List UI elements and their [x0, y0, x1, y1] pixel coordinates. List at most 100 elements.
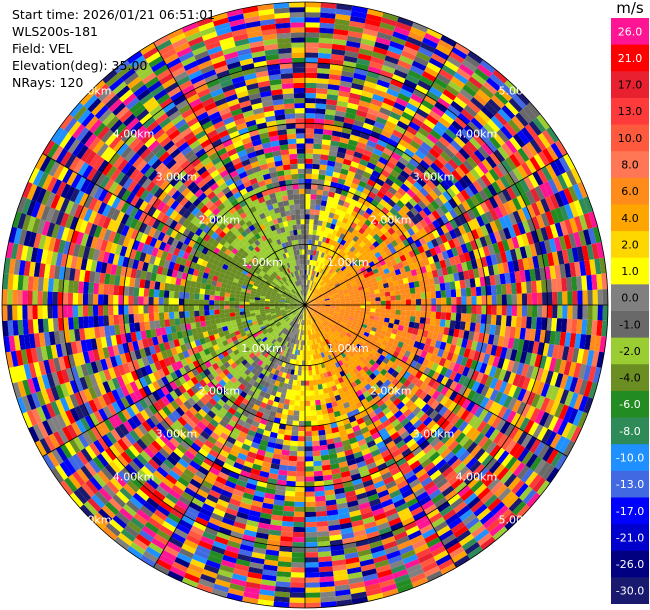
- velocity-gate: [324, 227, 330, 233]
- velocity-gate: [406, 36, 423, 47]
- velocity-gate: [434, 283, 441, 292]
- velocity-gate: [435, 207, 445, 217]
- velocity-gate: [286, 475, 296, 482]
- velocity-gate: [451, 264, 459, 274]
- velocity-gate: [373, 165, 384, 174]
- velocity-gate: [311, 281, 314, 287]
- velocity-gate: [525, 159, 537, 174]
- velocity-gate: [440, 214, 450, 225]
- velocity-gate: [350, 279, 356, 285]
- velocity-gate: [436, 73, 451, 85]
- velocity-gate: [382, 214, 391, 223]
- velocity-gate: [305, 511, 317, 518]
- velocity-gate: [326, 243, 332, 250]
- velocity-gate: [431, 82, 446, 94]
- velocity-gate: [361, 281, 368, 287]
- velocity-gate: [436, 183, 447, 194]
- velocity-gate: [550, 142, 563, 159]
- velocity-gate: [466, 305, 472, 314]
- velocity-gate: [308, 285, 312, 291]
- velocity-gate: [470, 313, 477, 323]
- velocity-gate: [305, 370, 309, 376]
- velocity-gate: [315, 199, 322, 206]
- velocity-gate: [526, 218, 536, 232]
- velocity-gate: [512, 223, 522, 237]
- velocity-gate: [451, 305, 457, 313]
- velocity-gate: [305, 27, 320, 33]
- velocity-gate: [454, 181, 465, 193]
- velocity-gate: [341, 284, 347, 289]
- velocity-gate: [307, 350, 311, 356]
- velocity-gate: [394, 290, 401, 296]
- velocity-gate: [430, 200, 440, 210]
- velocity-gate: [320, 289, 326, 294]
- velocity-gate: [314, 266, 318, 272]
- velocity-gate: [358, 180, 367, 188]
- velocity-gate: [290, 435, 299, 442]
- velocity-gate: [339, 80, 353, 88]
- velocity-gate: [317, 267, 322, 273]
- velocity-gate: [305, 295, 308, 301]
- velocity-gate: [449, 229, 458, 240]
- velocity-gate: [519, 178, 530, 193]
- velocity-gate: [376, 230, 384, 238]
- velocity-gate: [297, 370, 302, 376]
- velocity-gate: [410, 293, 416, 300]
- velocity-gate: [348, 97, 360, 105]
- velocity-gate: [418, 209, 428, 219]
- velocity-gate: [505, 156, 517, 171]
- velocity-gate: [557, 305, 563, 319]
- velocity-gate: [470, 259, 478, 270]
- velocity-gate: [592, 305, 598, 321]
- velocity-gate: [382, 182, 392, 191]
- velocity-gate: [334, 297, 340, 301]
- velocity-gate: [311, 234, 317, 241]
- velocity-gate: [540, 212, 550, 227]
- velocity-gate: [308, 239, 312, 245]
- velocity-gate: [344, 270, 350, 276]
- velocity-gate: [426, 203, 436, 213]
- velocity-gate: [350, 299, 356, 303]
- velocity-gate: [457, 132, 470, 145]
- velocity-gate: [462, 159, 474, 172]
- velocity-gate: [310, 280, 313, 286]
- velocity-gate: [312, 276, 316, 282]
- velocity-gate: [387, 235, 395, 243]
- velocity-gate: [444, 128, 458, 140]
- velocity-gate: [490, 115, 504, 130]
- velocity-gate: [587, 227, 597, 245]
- velocity-gate: [386, 242, 394, 250]
- velocity-gate: [327, 273, 332, 279]
- velocity-gate: [462, 144, 474, 157]
- velocity-gate: [396, 120, 409, 131]
- velocity-gate: [305, 244, 309, 250]
- velocity-gate: [309, 300, 315, 304]
- velocity-gate: [316, 189, 324, 196]
- velocity-gate: [335, 110, 346, 118]
- velocity-gate: [305, 303, 310, 305]
- velocity-gate: [403, 222, 412, 231]
- velocity-gate: [569, 201, 579, 218]
- velocity-gate: [305, 62, 318, 68]
- velocity-gate: [378, 210, 387, 219]
- velocity-gate: [521, 162, 533, 177]
- velocity-gate: [343, 55, 358, 63]
- velocity-gate: [363, 254, 371, 261]
- velocity-gate: [398, 217, 407, 226]
- velocity-gate: [395, 305, 401, 310]
- velocity-gate: [305, 98, 316, 104]
- velocity-gate: [342, 158, 352, 166]
- velocity-gate: [515, 112, 529, 127]
- velocity-gate: [318, 434, 327, 441]
- velocity-gate: [409, 184, 420, 195]
- velocity-gate: [318, 279, 323, 285]
- velocity-gate: [313, 470, 323, 477]
- velocity-gate: [356, 283, 363, 288]
- velocity-gate: [305, 163, 313, 169]
- velocity-gate: [351, 282, 357, 287]
- velocity-gate: [463, 270, 470, 280]
- velocity-gate: [380, 305, 386, 310]
- velocity-gate: [488, 168, 500, 182]
- velocity-gate: [319, 159, 328, 166]
- velocity-gate: [392, 31, 409, 41]
